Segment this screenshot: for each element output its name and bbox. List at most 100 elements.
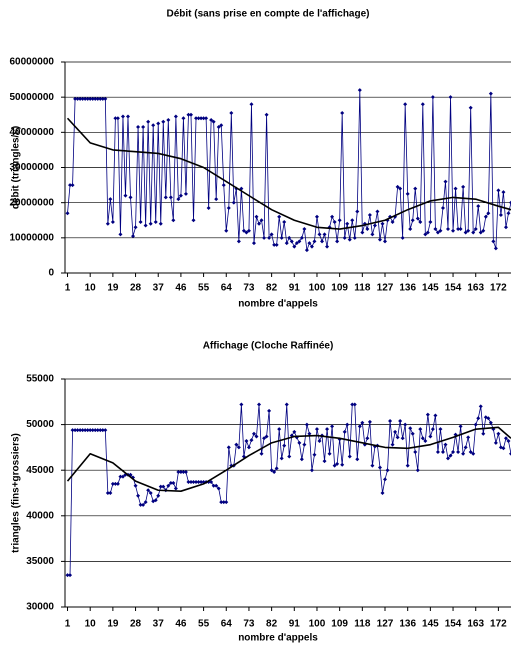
data-point: [390, 442, 395, 447]
x-tick-label: 136: [399, 283, 416, 294]
y-tick-label: 40000: [26, 510, 54, 521]
x-tick-label: 46: [175, 283, 187, 294]
data-point: [80, 96, 85, 101]
x-tick-label: 100: [309, 619, 326, 630]
data-point: [168, 195, 173, 200]
data-point: [181, 470, 186, 475]
data-point: [95, 428, 100, 433]
data-point: [451, 228, 456, 233]
data-point: [503, 436, 508, 441]
data-point: [461, 184, 466, 189]
data-point: [115, 116, 120, 121]
data-point: [486, 211, 491, 216]
data-point: [468, 449, 473, 454]
trend-line: [66, 117, 511, 230]
data-point: [113, 116, 118, 121]
data-point: [370, 463, 375, 468]
data-point: [257, 221, 262, 226]
data-point: [73, 96, 78, 101]
data-point: [446, 227, 451, 232]
data-point: [340, 110, 345, 115]
data-point: [292, 244, 297, 249]
data-point: [186, 112, 191, 117]
data-point: [299, 457, 304, 462]
data-point: [214, 483, 219, 488]
data-point: [108, 491, 113, 495]
data-point: [322, 232, 327, 237]
data-point: [453, 186, 458, 191]
data-point: [428, 434, 433, 439]
data-point: [370, 232, 375, 237]
data-point: [501, 446, 506, 451]
data-point: [90, 428, 95, 433]
x-tick-label: 19: [107, 619, 119, 630]
data-point: [415, 468, 420, 473]
x-tick-label: 172: [490, 283, 507, 294]
data-point: [476, 204, 481, 209]
x-axis-title: nombre d'appels: [238, 299, 318, 310]
data-point: [443, 179, 448, 184]
x-tick-label: 1: [65, 283, 71, 294]
data-point: [229, 110, 234, 115]
data-point: [342, 429, 347, 434]
data-point: [456, 449, 461, 454]
data-point: [289, 239, 294, 244]
data-point: [168, 480, 173, 485]
data-point: [365, 436, 370, 441]
x-tick-label: 163: [467, 283, 484, 294]
data-point: [143, 223, 148, 228]
data-point: [287, 454, 292, 459]
data-point: [400, 436, 405, 441]
data-point: [68, 573, 73, 578]
data-point: [471, 451, 476, 456]
data-point: [236, 239, 241, 244]
data-point: [360, 420, 365, 425]
data-point: [78, 428, 83, 433]
data-point: [151, 123, 156, 128]
data-point: [506, 211, 511, 216]
data-point: [458, 227, 463, 232]
data-point: [244, 439, 249, 444]
data-point: [219, 123, 224, 128]
data-point: [463, 230, 468, 235]
data-point: [249, 102, 254, 107]
data-point: [93, 428, 98, 433]
x-tick-label: 118: [354, 283, 371, 294]
y-tick-label: 50000000: [10, 92, 55, 103]
data-point: [163, 195, 168, 200]
x-tick-label: 91: [289, 283, 301, 294]
data-point: [221, 183, 226, 188]
data-point: [488, 91, 493, 96]
data-point: [438, 427, 443, 432]
data-point: [178, 470, 183, 475]
x-tick-label: 10: [85, 619, 97, 630]
data-point: [481, 228, 486, 233]
data-point: [148, 491, 153, 495]
data-point: [458, 424, 463, 429]
data-point: [317, 439, 322, 444]
y-tick-label: 0: [48, 268, 54, 279]
data-point: [136, 493, 141, 498]
x-tick-label: 28: [130, 283, 142, 294]
x-tick-label: 145: [422, 619, 439, 630]
data-point: [413, 186, 418, 191]
data-point: [194, 116, 199, 121]
y-tick-label: 55000: [26, 374, 54, 385]
data-point: [85, 96, 90, 101]
data-point: [425, 230, 430, 235]
data-point: [123, 193, 128, 198]
data-point: [327, 451, 332, 456]
data-point: [188, 480, 193, 485]
data-point: [226, 445, 231, 450]
data-point: [224, 500, 229, 505]
data-point: [302, 227, 307, 232]
data-point: [332, 220, 337, 225]
data-point: [448, 95, 453, 100]
data-point: [309, 468, 314, 473]
y-tick-label: 45000: [26, 465, 54, 476]
data-point: [418, 220, 423, 225]
data-point: [506, 439, 511, 444]
y-tick-label: 35000: [26, 556, 54, 567]
trend-line: [66, 426, 511, 492]
x-tick-label: 145: [422, 283, 439, 294]
